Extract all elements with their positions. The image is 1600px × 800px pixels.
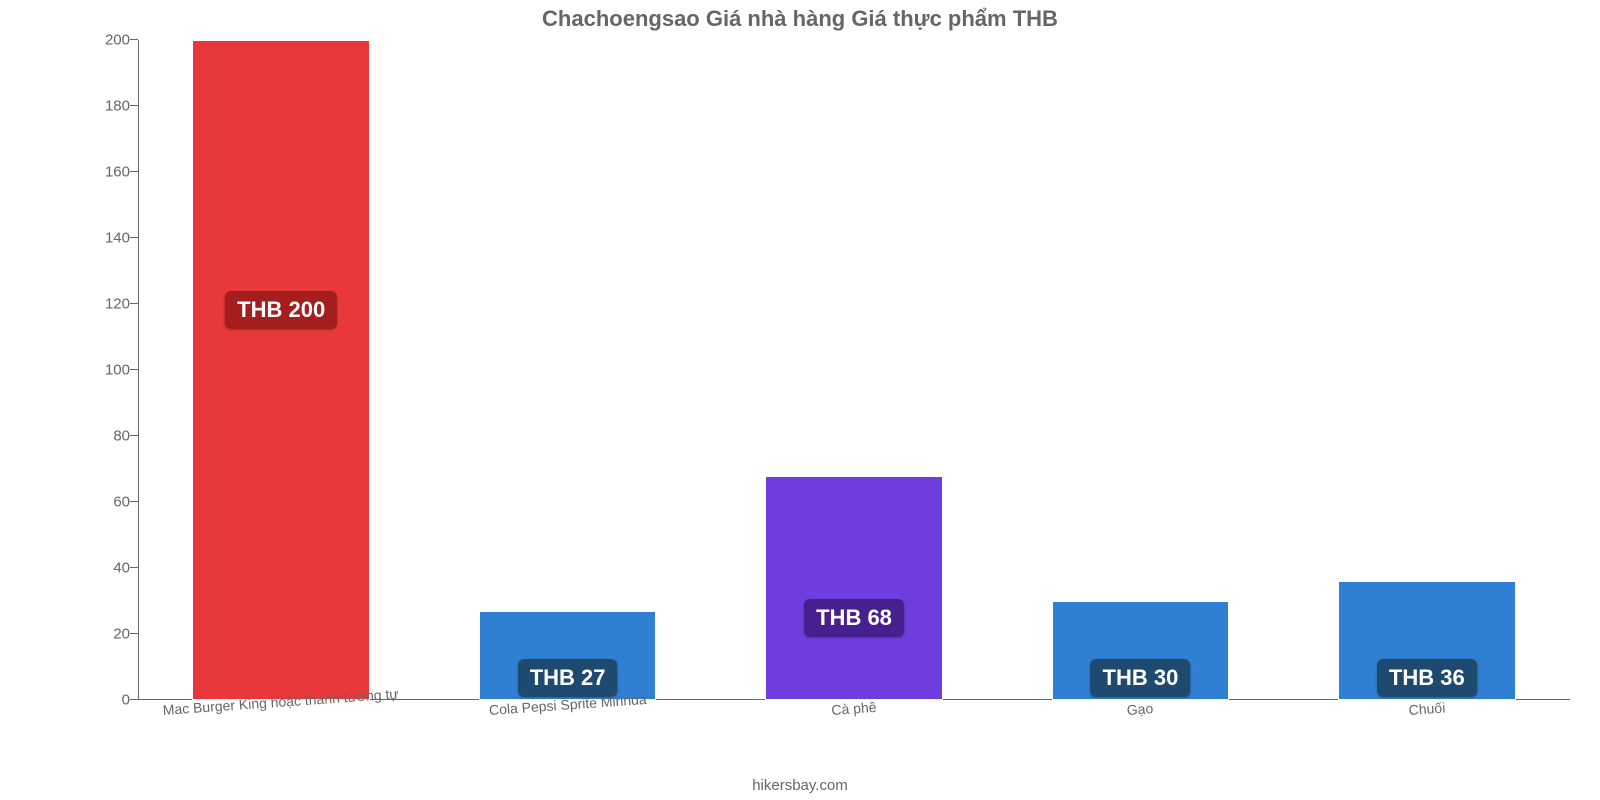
bar: THB 68 [765,476,943,700]
bar: THB 36 [1338,581,1516,700]
y-tick-label: 40 [80,560,130,577]
y-axis: 020406080100120140160180200 [80,40,130,700]
y-tick-mark [130,369,138,370]
y-tick-label: 100 [80,362,130,379]
bar-value-label: THB 68 [804,599,904,637]
attribution-text: hikersbay.com [0,777,1600,794]
y-tick-mark [130,699,138,700]
y-tick-label: 80 [80,428,130,445]
bar: THB 200 [192,40,370,700]
y-tick-mark [130,171,138,172]
bar-slot: THB 36 [1284,40,1570,700]
x-axis-label: Chuối [1408,699,1446,718]
bar: THB 30 [1052,601,1230,700]
bars-container: THB 200 THB 27 THB 68 THB 30 THB 36 [138,40,1570,700]
y-tick-mark [130,105,138,106]
x-axis-labels: Mac Burger King hoặc thanh tương tựCola … [138,702,1570,762]
x-label-slot: Mac Burger King hoặc thanh tương tự [138,702,424,762]
y-tick-mark [130,435,138,436]
y-tick-mark [130,237,138,238]
y-tick-label: 20 [80,626,130,643]
bar-slot: THB 30 [997,40,1283,700]
x-label-slot: Cola Pepsi Sprite Mirinda [424,702,710,762]
y-tick-label: 160 [80,164,130,181]
y-tick-mark [130,39,138,40]
bar: THB 27 [479,611,657,700]
bar-slot: THB 200 [138,40,424,700]
y-tick-mark [130,633,138,634]
bar-slot: THB 68 [711,40,997,700]
y-tick-mark [130,303,138,304]
y-tick-mark [130,567,138,568]
y-tick-label: 0 [80,692,130,709]
y-tick-label: 180 [80,98,130,115]
bar-value-label: THB 36 [1377,659,1477,697]
x-label-slot: Gạo [997,702,1283,762]
bar-slot: THB 27 [424,40,710,700]
y-tick-label: 200 [80,32,130,49]
x-axis-label: Gạo [1127,700,1155,718]
chart-title: Chachoengsao Giá nhà hàng Giá thực phẩm … [0,0,1600,32]
x-axis-label: Cà phê [831,699,877,718]
x-label-slot: Cà phê [711,702,997,762]
bar-value-label: THB 200 [225,291,337,329]
y-tick-label: 140 [80,230,130,247]
bar-value-label: THB 27 [518,659,618,697]
y-tick-mark [130,501,138,502]
y-tick-label: 60 [80,494,130,511]
bar-value-label: THB 30 [1091,659,1191,697]
y-tick-label: 120 [80,296,130,313]
plot-area: 020406080100120140160180200 THB 200THB 2… [80,40,1570,700]
x-label-slot: Chuối [1284,702,1570,762]
